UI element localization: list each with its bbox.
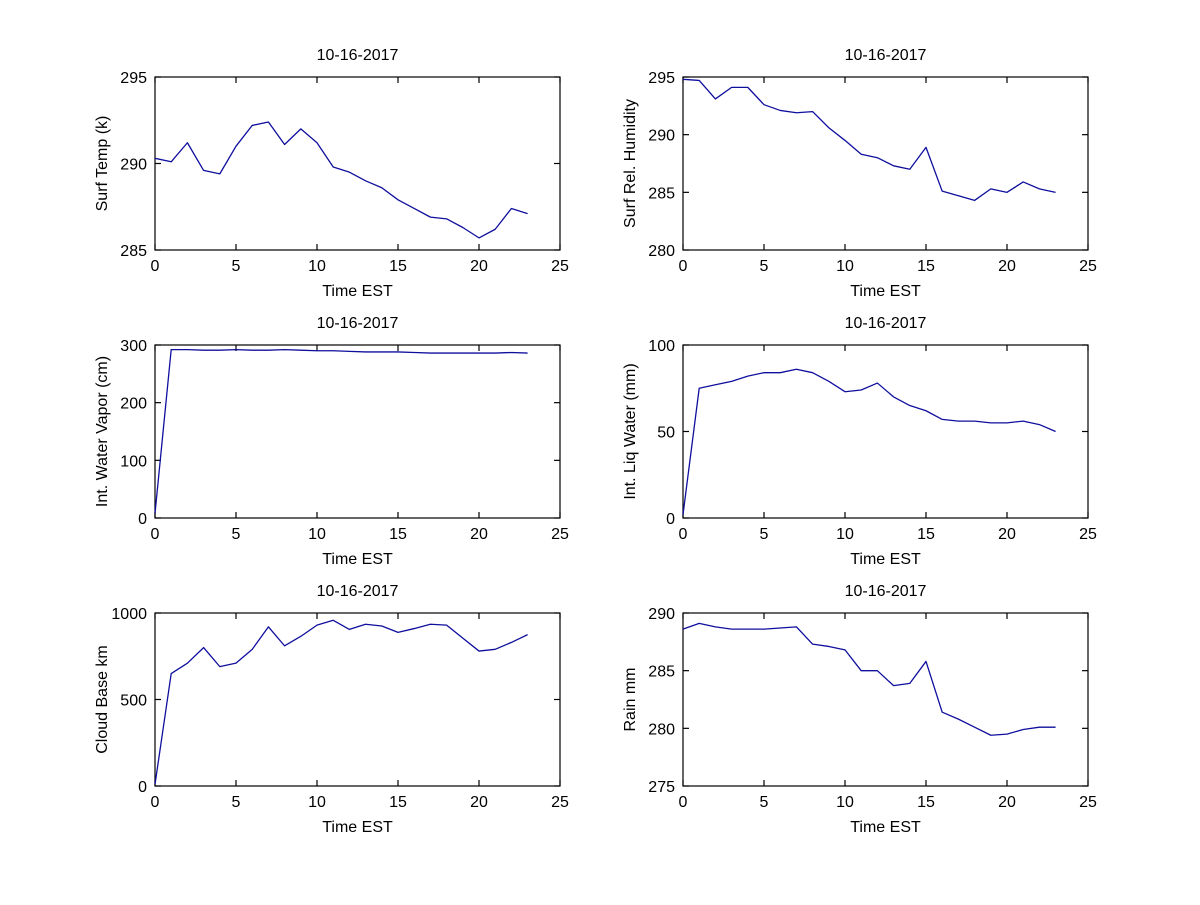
- x-tick-label: 15: [917, 794, 935, 811]
- x-tick-label: 15: [389, 258, 407, 275]
- x-tick-label: 10: [836, 526, 854, 543]
- subplot-5: 10-16-2017 0 5 10 15 20 25 0 500 1000 Time EST Clou…: [94, 583, 569, 836]
- x-tick-label: 25: [1079, 794, 1097, 811]
- x-tick-label: 20: [470, 794, 488, 811]
- subplot-1: 10-16-2017 0 5 10 15 20 25 285 290 295 Time EST Sur…: [94, 47, 569, 300]
- plot-title: 10-16-2017: [845, 583, 927, 600]
- y-tick-label: 200: [120, 396, 147, 413]
- plot-box: [682, 612, 1089, 787]
- x-tick-label: 5: [232, 794, 241, 811]
- x-tick-label: 0: [151, 794, 160, 811]
- plot-title: 10-16-2017: [317, 47, 399, 64]
- subplot-4: 10-16-2017 0 5 10 15 20 25 0 50 100 Time EST Int. L…: [622, 315, 1097, 568]
- x-tick-label: 0: [679, 526, 688, 543]
- plot-box: [154, 612, 561, 787]
- x-tick-label: 10: [308, 258, 326, 275]
- x-tick-label: 0: [151, 258, 160, 275]
- x-tick-label: 5: [232, 258, 241, 275]
- y-tick-label: 100: [120, 453, 147, 470]
- x-axis-label: Time EST: [850, 551, 921, 568]
- x-axis-label: Time EST: [322, 551, 393, 568]
- x-tick-label: 5: [760, 258, 769, 275]
- data-line: [154, 121, 528, 239]
- x-tick-label: 25: [1079, 526, 1097, 543]
- x-tick-label: 20: [998, 258, 1016, 275]
- plot-box: [682, 344, 1089, 519]
- y-tick-label: 290: [648, 606, 675, 623]
- y-tick-label: 275: [648, 779, 675, 796]
- y-axis-label: Surf Temp (k): [94, 116, 111, 212]
- x-tick-label: 25: [1079, 258, 1097, 275]
- x-tick-label: 5: [760, 794, 769, 811]
- y-tick-label: 0: [666, 511, 675, 528]
- y-tick-label: 100: [648, 338, 675, 355]
- y-axis-label: Int. Water Vapor (cm): [94, 356, 111, 507]
- x-tick-label: 10: [836, 258, 854, 275]
- data-line: [154, 348, 528, 514]
- y-tick-label: 50: [657, 425, 675, 442]
- x-tick-label: 25: [551, 794, 569, 811]
- y-axis-label: Rain mm: [622, 667, 639, 731]
- x-tick-label: 20: [998, 526, 1016, 543]
- y-tick-label: 285: [120, 243, 147, 260]
- y-tick-label: 500: [120, 693, 147, 710]
- data-line: [682, 78, 1056, 202]
- x-tick-label: 10: [308, 794, 326, 811]
- plot-title: 10-16-2017: [317, 315, 399, 332]
- x-tick-label: 10: [308, 526, 326, 543]
- x-tick-label: 20: [998, 794, 1016, 811]
- y-tick-label: 280: [648, 721, 675, 738]
- y-tick-label: 285: [648, 664, 675, 681]
- x-tick-label: 15: [917, 526, 935, 543]
- plot-box: [154, 344, 561, 519]
- y-axis-label: Cloud Base km: [94, 645, 111, 754]
- y-tick-label: 280: [648, 243, 675, 260]
- x-tick-label: 10: [836, 794, 854, 811]
- x-axis-label: Time EST: [322, 283, 393, 300]
- plot-title: 10-16-2017: [845, 315, 927, 332]
- x-tick-label: 0: [151, 526, 160, 543]
- subplot-6: 10-16-2017 0 5 10 15 20 25 275 280 285 290 Time EST…: [622, 583, 1097, 836]
- plot-box: [682, 76, 1089, 251]
- x-tick-label: 15: [389, 794, 407, 811]
- plot-title: 10-16-2017: [317, 583, 399, 600]
- y-axis-label: Surf Rel. Humidity: [622, 99, 639, 228]
- x-tick-label: 0: [679, 794, 688, 811]
- data-line: [682, 368, 1056, 515]
- data-line: [682, 622, 1056, 736]
- x-axis-label: Time EST: [850, 819, 921, 836]
- x-tick-label: 25: [551, 258, 569, 275]
- x-tick-label: 20: [470, 526, 488, 543]
- y-tick-label: 1000: [111, 606, 147, 623]
- x-tick-label: 20: [470, 258, 488, 275]
- x-tick-label: 15: [917, 258, 935, 275]
- y-tick-label: 300: [120, 338, 147, 355]
- y-axis-label: Int. Liq Water (mm): [622, 363, 639, 499]
- y-tick-label: 295: [648, 70, 675, 87]
- x-tick-label: 5: [232, 526, 241, 543]
- y-tick-label: 285: [648, 185, 675, 202]
- x-tick-label: 15: [389, 526, 407, 543]
- data-line: [154, 619, 528, 785]
- subplot-3: 10-16-2017 0 5 10 15 20 25 0 100 200 300 Time EST In…: [94, 315, 569, 568]
- subplot-2: 10-16-2017 0 5 10 15 20 25 280 285 290 295 Time EST…: [622, 47, 1097, 300]
- y-tick-label: 0: [138, 779, 147, 796]
- y-tick-label: 0: [138, 511, 147, 528]
- y-tick-label: 295: [120, 70, 147, 87]
- plot-title: 10-16-2017: [845, 47, 927, 64]
- x-axis-label: Time EST: [322, 819, 393, 836]
- x-tick-label: 5: [760, 526, 769, 543]
- y-tick-label: 290: [648, 128, 675, 145]
- x-tick-label: 0: [679, 258, 688, 275]
- x-axis-label: Time EST: [850, 283, 921, 300]
- y-tick-label: 290: [120, 157, 147, 174]
- x-tick-label: 25: [551, 526, 569, 543]
